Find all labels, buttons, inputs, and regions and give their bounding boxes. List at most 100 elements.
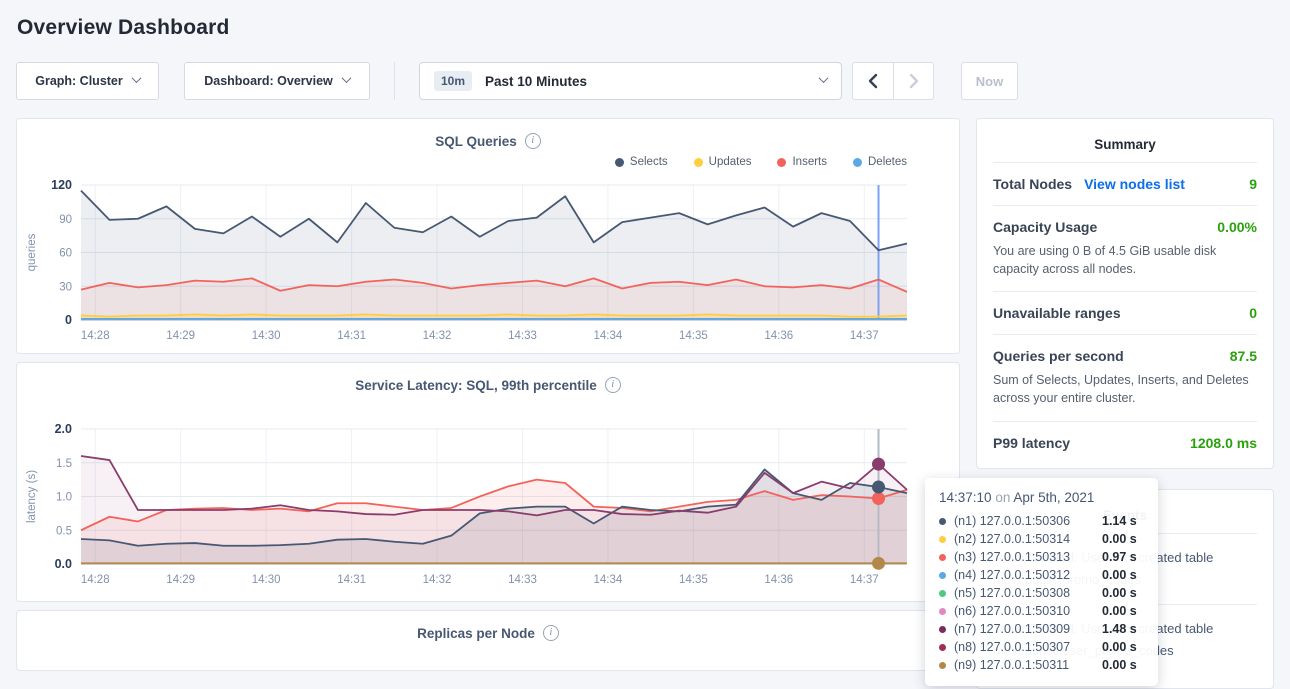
summary-item-total-nodes: Total Nodes View nodes list 9 xyxy=(993,162,1257,205)
tooltip-node-label: (n6) 127.0.0.1:50310 xyxy=(954,604,1071,618)
tooltip-node-label: (n7) 127.0.0.1:50309 xyxy=(954,622,1071,636)
time-range-selector[interactable]: 10m Past 10 Minutes xyxy=(419,62,842,100)
tooltip-node-value: 0.00 s xyxy=(1102,640,1137,654)
prev-time-button[interactable] xyxy=(853,63,893,99)
series-color-dot xyxy=(939,643,946,651)
chart-title: Replicas per Node xyxy=(417,625,535,641)
svg-text:14:36: 14:36 xyxy=(764,330,793,342)
svg-text:2.0: 2.0 xyxy=(55,422,72,436)
summary-value: 1208.0 ms xyxy=(1190,434,1257,451)
svg-text:14:37: 14:37 xyxy=(850,330,879,342)
series-color-dot xyxy=(939,517,946,525)
summary-label: Queries per second xyxy=(993,348,1124,365)
legend-item[interactable]: Deletes xyxy=(853,156,907,168)
tooltip-row: (n4) 127.0.0.1:50312 0.00 s xyxy=(939,566,1144,584)
summary-item-capacity-usage: Capacity Usage 0.00% You are using 0 B o… xyxy=(993,205,1257,291)
svg-text:14:37: 14:37 xyxy=(850,574,879,586)
legend-label: Selects xyxy=(629,156,668,168)
series-color-dot xyxy=(939,571,946,579)
tooltip-row: (n9) 127.0.0.1:50311 0.00 s xyxy=(939,656,1144,674)
info-icon[interactable]: i xyxy=(524,133,541,149)
series-color-dot xyxy=(939,589,946,597)
tooltip-node-value: 0.00 s xyxy=(1102,532,1137,546)
dashboard-select-dropdown[interactable]: Dashboard: Overview xyxy=(184,62,370,100)
dashboard-select-label: Dashboard: Overview xyxy=(204,74,333,88)
tooltip-node-value: 0.00 s xyxy=(1102,658,1137,672)
legend-label: Deletes xyxy=(868,156,907,168)
summary-label: P99 latency xyxy=(993,434,1071,451)
summary-card: Summary Total Nodes View nodes list 9 Ca… xyxy=(976,118,1274,469)
chart-title: Service Latency: SQL, 99th percentile xyxy=(355,377,597,393)
tooltip-node-label: (n5) 127.0.0.1:50308 xyxy=(954,586,1071,600)
chart-title-row: Service Latency: SQL, 99th percentile i xyxy=(17,375,959,395)
sql-queries-chart-canvas[interactable]: 0 30 60 90 120 queries 14:28 14:29 14:30 14:31 14:… xyxy=(17,173,959,343)
summary-label: Total Nodes xyxy=(993,176,1073,192)
series-color-dot xyxy=(939,553,946,561)
svg-text:14:34: 14:34 xyxy=(594,574,623,586)
svg-text:14:33: 14:33 xyxy=(508,574,537,586)
legend-dot xyxy=(853,157,862,167)
legend-dot xyxy=(693,157,703,167)
legend-label: Updates xyxy=(708,156,752,168)
tooltip-node-value: 1.14 s xyxy=(1102,514,1137,528)
next-time-button[interactable] xyxy=(893,63,933,99)
toolbar: Graph: Cluster Dashboard: Overview 10m P… xyxy=(16,62,1274,100)
summary-item-p99-latency: P99 latency 1208.0 ms xyxy=(993,420,1257,464)
view-nodes-link[interactable]: View nodes list xyxy=(1084,176,1185,192)
sql-queries-card: SQL Queries i Selects Updates Inserts Delet… xyxy=(16,118,960,354)
legend-dot xyxy=(614,157,624,167)
now-button[interactable]: Now xyxy=(961,62,1018,100)
summary-description: You are using 0 B of 4.5 GiB usable disk… xyxy=(993,244,1217,277)
chevron-left-icon xyxy=(868,73,878,89)
svg-text:0.0: 0.0 xyxy=(55,557,72,571)
graph-select-label: Graph: Cluster xyxy=(35,74,123,88)
svg-text:14:29: 14:29 xyxy=(166,574,195,586)
tooltip-node-value: 0.97 s xyxy=(1102,550,1137,564)
legend-label: Inserts xyxy=(792,156,827,168)
tooltip-node-label: (n9) 127.0.0.1:50311 xyxy=(954,658,1070,672)
tooltip-node-value: 0.00 s xyxy=(1102,568,1137,582)
summary-item-unavailable-ranges: Unavailable ranges 0 xyxy=(993,291,1257,334)
series-color-dot xyxy=(939,535,946,543)
graph-select-dropdown[interactable]: Graph: Cluster xyxy=(16,62,159,100)
svg-text:queries: queries xyxy=(26,233,38,271)
chart-legend: Selects Updates Inserts Deletes xyxy=(17,151,959,173)
tooltip-row: (n1) 127.0.0.1:50306 1.14 s xyxy=(939,512,1144,530)
legend-item[interactable]: Updates xyxy=(693,156,752,168)
charts-column: SQL Queries i Selects Updates Inserts Delet… xyxy=(16,118,960,671)
chevron-right-icon xyxy=(909,73,918,89)
svg-text:14:35: 14:35 xyxy=(679,574,708,586)
info-icon[interactable]: i xyxy=(604,377,621,393)
main-content: SQL Queries i Selects Updates Inserts Delet… xyxy=(0,118,1290,689)
legend-item[interactable]: Inserts xyxy=(777,156,827,168)
tooltip-row: (n2) 127.0.0.1:50314 0.00 s xyxy=(939,530,1144,548)
svg-text:14:28: 14:28 xyxy=(81,330,110,342)
service-latency-chart-canvas[interactable]: 0.0 0.5 1.0 1.5 2.0 latency (s) 14:28 14:29 14:3… xyxy=(17,417,959,587)
svg-text:14:31: 14:31 xyxy=(337,330,366,342)
chart-title-row: SQL Queries i xyxy=(17,131,959,151)
svg-text:1.0: 1.0 xyxy=(56,492,72,504)
time-pager xyxy=(852,62,934,100)
svg-text:14:36: 14:36 xyxy=(764,574,793,586)
summary-label: Capacity Usage xyxy=(993,219,1098,235)
series-color-dot xyxy=(939,661,946,669)
chevron-down-icon xyxy=(131,73,142,84)
chart-title-row: Replicas per Node i xyxy=(17,623,959,643)
svg-text:latency (s): latency (s) xyxy=(26,470,38,523)
chevron-down-icon xyxy=(818,73,829,84)
page-title: Overview Dashboard xyxy=(17,16,230,39)
svg-text:90: 90 xyxy=(59,214,72,226)
legend-item[interactable]: Selects xyxy=(614,156,668,168)
summary-item-queries-per-second: Queries per second 87.5 Sum of Selects, … xyxy=(993,334,1257,420)
tooltip-timestamp: 14:37:10 on Apr 5th, 2021 xyxy=(939,490,1095,505)
tooltip-row: (n7) 127.0.0.1:50309 1.48 s xyxy=(939,620,1144,638)
summary-value: 0.00% xyxy=(1217,219,1257,235)
info-icon[interactable]: i xyxy=(542,625,559,641)
svg-text:14:32: 14:32 xyxy=(423,574,452,586)
tooltip-node-label: (n4) 127.0.0.1:50312 xyxy=(954,568,1071,582)
summary-description: Sum of Selects, Updates, Inserts, and De… xyxy=(993,373,1249,406)
tooltip-node-value: 0.00 s xyxy=(1102,586,1137,600)
tooltip-row: (n8) 127.0.0.1:50307 0.00 s xyxy=(939,638,1144,656)
summary-title: Summary xyxy=(1094,137,1156,152)
series-color-dot xyxy=(939,625,946,633)
